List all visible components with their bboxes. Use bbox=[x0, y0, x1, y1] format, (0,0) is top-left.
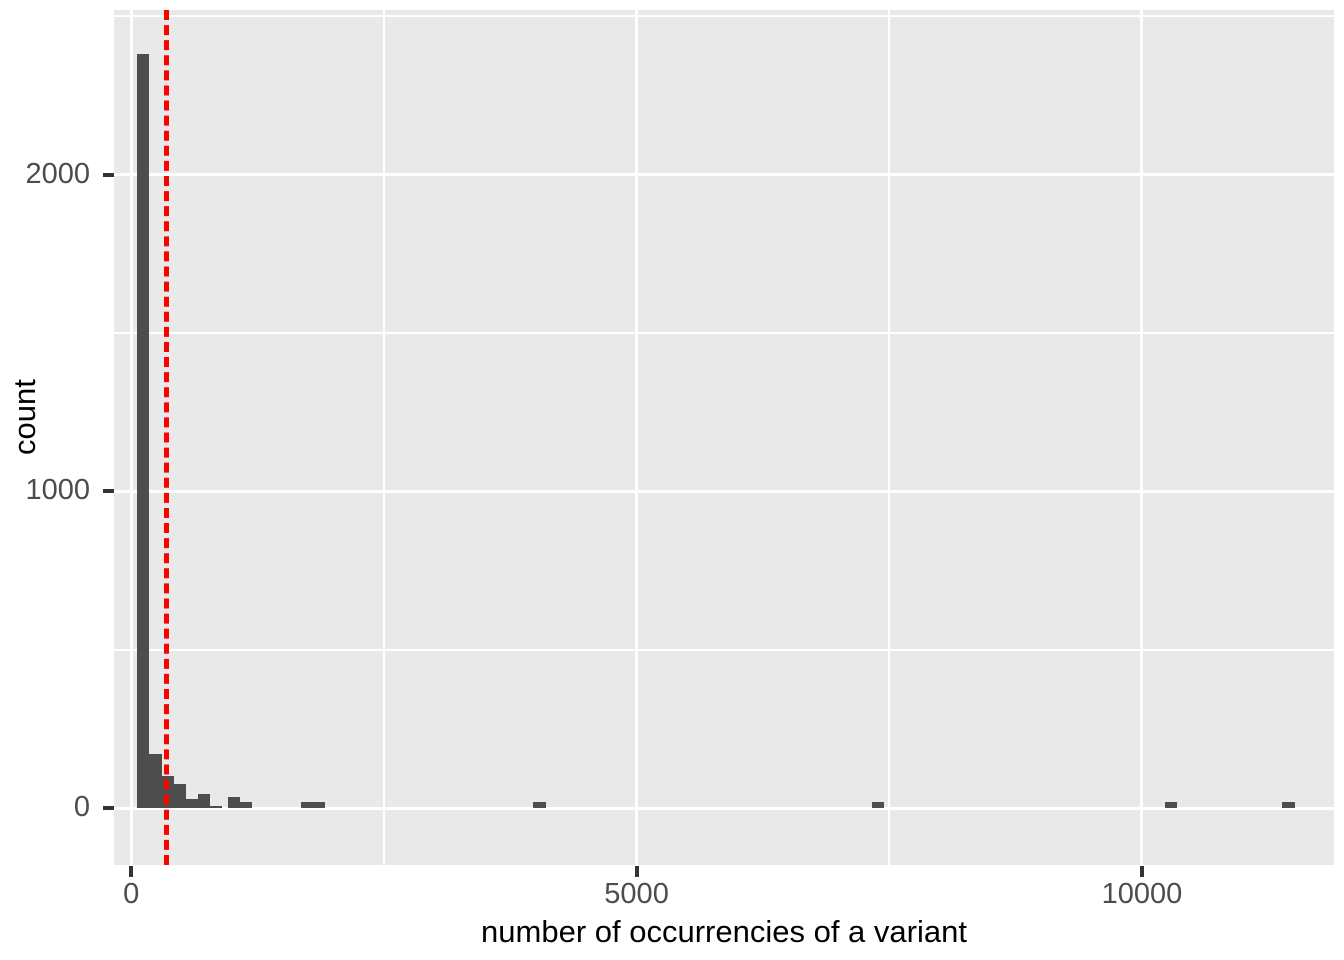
gridline-major-horizontal bbox=[114, 173, 1334, 177]
y-tick-label: 0 bbox=[73, 791, 90, 823]
y-tick-labels: 0 1000 2000 bbox=[0, 0, 100, 960]
histogram-bar bbox=[137, 54, 150, 808]
y-axis: 0 1000 2000 bbox=[0, 0, 100, 960]
histogram-bar bbox=[197, 793, 211, 808]
gridline-major-vertical bbox=[635, 10, 639, 865]
x-tick-label: 0 bbox=[123, 878, 140, 910]
histogram-bar bbox=[872, 802, 885, 808]
y-tick-mark bbox=[103, 172, 114, 177]
histogram-bar bbox=[185, 798, 198, 808]
histogram-bar bbox=[300, 801, 326, 808]
x-tick-label: 5000 bbox=[604, 878, 669, 910]
mean-threshold-line bbox=[163, 10, 169, 865]
y-tick-mark bbox=[103, 489, 114, 494]
histogram-bar bbox=[210, 806, 223, 808]
gridline-minor-horizontal bbox=[114, 648, 1334, 651]
histogram-bar bbox=[228, 797, 241, 808]
histogram-bar bbox=[173, 784, 186, 808]
x-axis-title: number of occurrencies of a variant bbox=[481, 914, 967, 949]
y-tick-label: 2000 bbox=[25, 157, 90, 190]
y-tick-mark bbox=[103, 806, 114, 810]
gridline-major-horizontal bbox=[114, 806, 1334, 810]
gridline-major-vertical bbox=[129, 10, 133, 865]
histogram-bar bbox=[240, 801, 253, 808]
plot-panel bbox=[114, 10, 1334, 865]
x-tick-mark bbox=[129, 866, 134, 877]
histogram-bar bbox=[1282, 802, 1295, 808]
histogram-bar bbox=[149, 754, 162, 808]
histogram-bar bbox=[533, 802, 546, 808]
gridline-minor-vertical bbox=[382, 10, 385, 865]
gridline-minor-horizontal bbox=[114, 332, 1334, 334]
y-tick-label: 1000 bbox=[25, 474, 90, 507]
gridline-major-horizontal bbox=[114, 489, 1334, 493]
gridline-minor-vertical bbox=[888, 10, 891, 865]
x-tick-mark bbox=[634, 866, 639, 877]
y-axis-title: count bbox=[6, 379, 42, 455]
histogram-bar bbox=[1165, 802, 1178, 808]
gridline-major-vertical bbox=[1140, 10, 1144, 865]
x-tick-label: 10000 bbox=[1101, 878, 1183, 910]
x-tick-mark bbox=[1139, 866, 1144, 877]
gridline-minor-horizontal bbox=[114, 15, 1334, 18]
